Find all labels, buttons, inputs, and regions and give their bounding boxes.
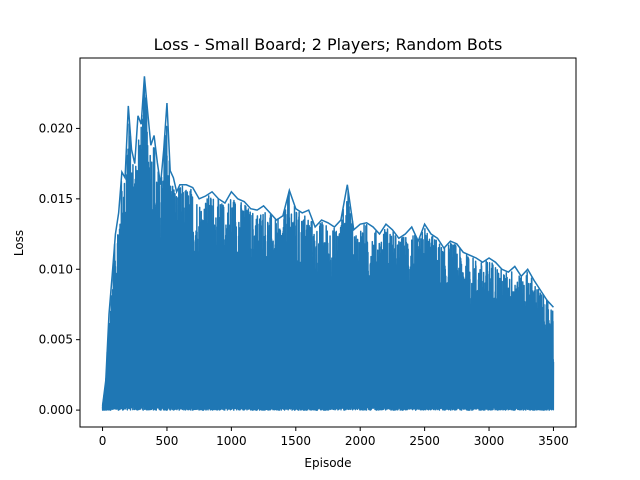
axes-frame [79,57,577,428]
plot-area [101,76,555,411]
x-tick-label: 500 [156,434,179,448]
loss-series-line [101,79,555,411]
x-tick-label: 0 [99,434,107,448]
x-tick-label: 1000 [216,434,247,448]
x-tick-label: 2000 [345,434,376,448]
y-axis-ticks: 0.000 0.005 0.010 0.015 0.020 [39,121,80,417]
x-tick-label: 3000 [474,434,505,448]
chart-title: Loss - Small Board; 2 Players; Random Bo… [154,35,503,54]
loss-peak-envelope [101,76,555,406]
y-tick-label: 0.000 [39,403,73,417]
x-tick-label: 3500 [538,434,569,448]
y-tick-label: 0.010 [39,262,73,276]
y-tick-label: 0.020 [39,121,73,135]
y-tick-label: 0.015 [39,192,73,206]
y-axis-label: Loss [12,230,26,256]
x-axis-ticks: 0 500 1000 1500 2000 2500 3000 3500 [99,427,569,448]
y-tick-label: 0.005 [39,333,73,347]
x-axis-label: Episode [304,456,351,470]
x-tick-label: 2500 [409,434,440,448]
x-tick-label: 1500 [281,434,312,448]
